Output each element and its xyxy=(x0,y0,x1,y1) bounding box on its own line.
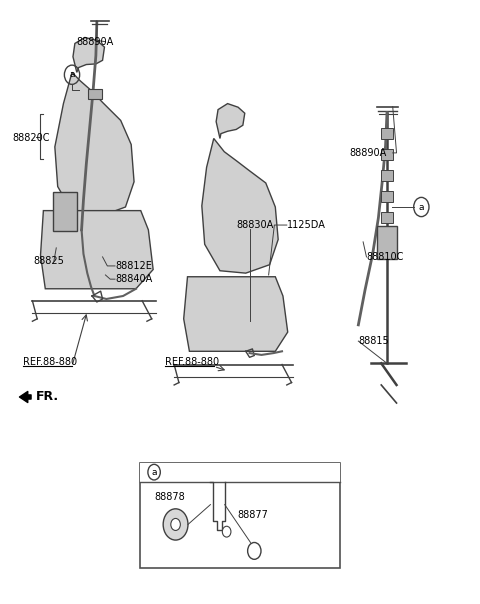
Text: a: a xyxy=(151,467,157,477)
Polygon shape xyxy=(202,138,278,273)
Text: REF.88-880: REF.88-880 xyxy=(165,357,219,367)
Bar xyxy=(381,213,393,223)
Bar xyxy=(140,463,340,568)
Bar xyxy=(377,226,397,259)
Text: a: a xyxy=(419,202,424,211)
Circle shape xyxy=(163,509,188,540)
Text: 88877: 88877 xyxy=(238,510,268,520)
Polygon shape xyxy=(55,72,134,217)
Bar xyxy=(381,128,393,139)
Bar xyxy=(381,170,393,181)
Polygon shape xyxy=(216,104,245,138)
Circle shape xyxy=(171,518,180,530)
Bar xyxy=(53,192,77,231)
Text: 88830A: 88830A xyxy=(236,220,274,230)
Polygon shape xyxy=(73,37,105,72)
Polygon shape xyxy=(184,277,288,352)
Bar xyxy=(381,149,393,160)
Bar xyxy=(88,89,102,99)
Text: 88890A: 88890A xyxy=(350,148,387,158)
Circle shape xyxy=(222,526,231,537)
Polygon shape xyxy=(40,211,153,289)
Text: REF.88-880: REF.88-880 xyxy=(23,357,77,367)
Text: 88825: 88825 xyxy=(34,256,65,266)
Text: 88815: 88815 xyxy=(359,336,389,346)
Text: 88812E: 88812E xyxy=(115,261,152,271)
Text: 88840A: 88840A xyxy=(115,274,152,284)
Bar xyxy=(140,463,340,482)
Text: FR.: FR. xyxy=(36,391,59,403)
Text: 88820C: 88820C xyxy=(12,133,49,144)
Text: a: a xyxy=(69,70,75,79)
Circle shape xyxy=(248,542,261,559)
Text: 1125DA: 1125DA xyxy=(287,220,325,230)
Text: 88810C: 88810C xyxy=(366,252,404,262)
Bar xyxy=(381,191,393,202)
Bar xyxy=(381,234,393,244)
FancyArrowPatch shape xyxy=(20,391,31,402)
Text: 88890A: 88890A xyxy=(77,37,114,47)
Text: 88878: 88878 xyxy=(154,492,185,502)
